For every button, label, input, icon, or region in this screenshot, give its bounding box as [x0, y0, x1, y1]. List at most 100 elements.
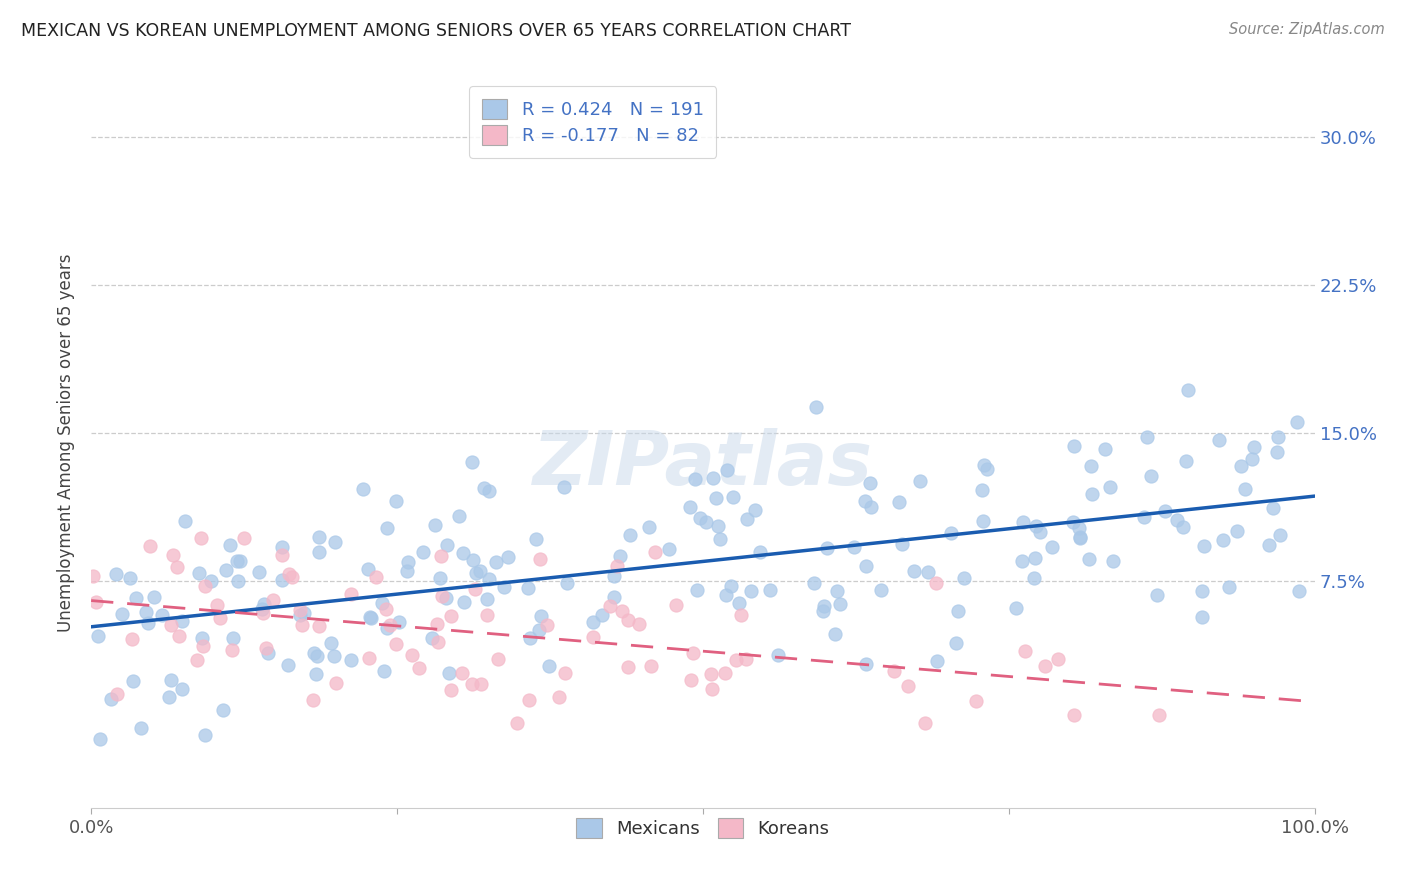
Point — [89, 731, 111, 746]
Point — [714, 665, 737, 680]
Point — [1153, 503, 1175, 517]
Point — [538, 659, 561, 673]
Point — [375, 621, 398, 635]
Point — [194, 728, 217, 742]
Point — [553, 480, 575, 494]
Point — [859, 475, 882, 490]
Point — [1024, 551, 1046, 566]
Point — [319, 636, 342, 650]
Point — [704, 491, 727, 505]
Point — [685, 472, 707, 486]
Point — [166, 559, 188, 574]
Point — [1288, 583, 1310, 598]
Point — [1025, 519, 1047, 533]
Point — [1033, 659, 1056, 673]
Point — [749, 544, 772, 558]
Point — [478, 483, 501, 498]
Point — [252, 597, 274, 611]
Point — [395, 564, 418, 578]
Point — [271, 574, 294, 588]
Point — [903, 564, 925, 578]
Point — [887, 494, 910, 508]
Point — [167, 629, 190, 643]
Point — [925, 655, 948, 669]
Point — [973, 458, 995, 473]
Point — [401, 648, 423, 663]
Point — [1011, 554, 1033, 568]
Point — [976, 461, 998, 475]
Point — [603, 591, 626, 605]
Point — [1175, 453, 1198, 467]
Point — [277, 658, 299, 673]
Point — [706, 519, 728, 533]
Point — [1229, 458, 1251, 473]
Point — [1226, 524, 1249, 539]
Point — [679, 673, 702, 688]
Point — [219, 538, 242, 552]
Point — [519, 631, 541, 645]
Point — [277, 567, 299, 582]
Point — [290, 603, 312, 617]
Point — [1267, 430, 1289, 444]
Point — [486, 651, 509, 665]
Point — [716, 463, 738, 477]
Point — [257, 646, 280, 660]
Point — [373, 665, 395, 679]
Point — [359, 651, 381, 665]
Y-axis label: Unemployment Among Seniors over 65 years: Unemployment Among Seniors over 65 years — [58, 253, 75, 632]
Point — [84, 595, 107, 609]
Point — [352, 483, 374, 497]
Point — [308, 619, 330, 633]
Point — [304, 666, 326, 681]
Point — [172, 681, 194, 696]
Point — [340, 653, 363, 667]
Point — [159, 618, 181, 632]
Point — [453, 546, 475, 560]
Point — [325, 535, 347, 549]
Point — [804, 401, 827, 415]
Point — [728, 596, 751, 610]
Point — [475, 607, 498, 622]
Point — [890, 537, 912, 551]
Point — [1069, 530, 1091, 544]
Point — [855, 559, 877, 574]
Point — [375, 602, 398, 616]
Point — [371, 596, 394, 610]
Point — [429, 571, 451, 585]
Point — [271, 540, 294, 554]
Point — [262, 593, 284, 607]
Point — [945, 636, 967, 650]
Point — [530, 609, 553, 624]
Point — [308, 545, 330, 559]
Point — [307, 648, 329, 663]
Point — [423, 517, 446, 532]
Point — [143, 591, 166, 605]
Point — [449, 508, 471, 523]
Point — [440, 683, 463, 698]
Point — [494, 580, 516, 594]
Point — [720, 579, 742, 593]
Point — [291, 617, 314, 632]
Point — [725, 653, 748, 667]
Point — [524, 532, 547, 546]
Point — [252, 606, 274, 620]
Point — [735, 651, 758, 665]
Point — [529, 624, 551, 638]
Point — [226, 574, 249, 589]
Point — [1014, 644, 1036, 658]
Point — [111, 607, 134, 621]
Point — [828, 597, 851, 611]
Point — [463, 582, 485, 597]
Point — [429, 549, 451, 563]
Point — [426, 617, 449, 632]
Point — [619, 528, 641, 542]
Legend: R = 0.424   N = 191, R = -0.177   N = 82: R = 0.424 N = 191, R = -0.177 N = 82 — [470, 87, 716, 158]
Point — [702, 471, 724, 485]
Point — [699, 666, 721, 681]
Point — [1028, 525, 1050, 540]
Point — [380, 618, 402, 632]
Point — [695, 515, 717, 529]
Point — [759, 582, 782, 597]
Point — [1102, 554, 1125, 568]
Point — [105, 566, 128, 581]
